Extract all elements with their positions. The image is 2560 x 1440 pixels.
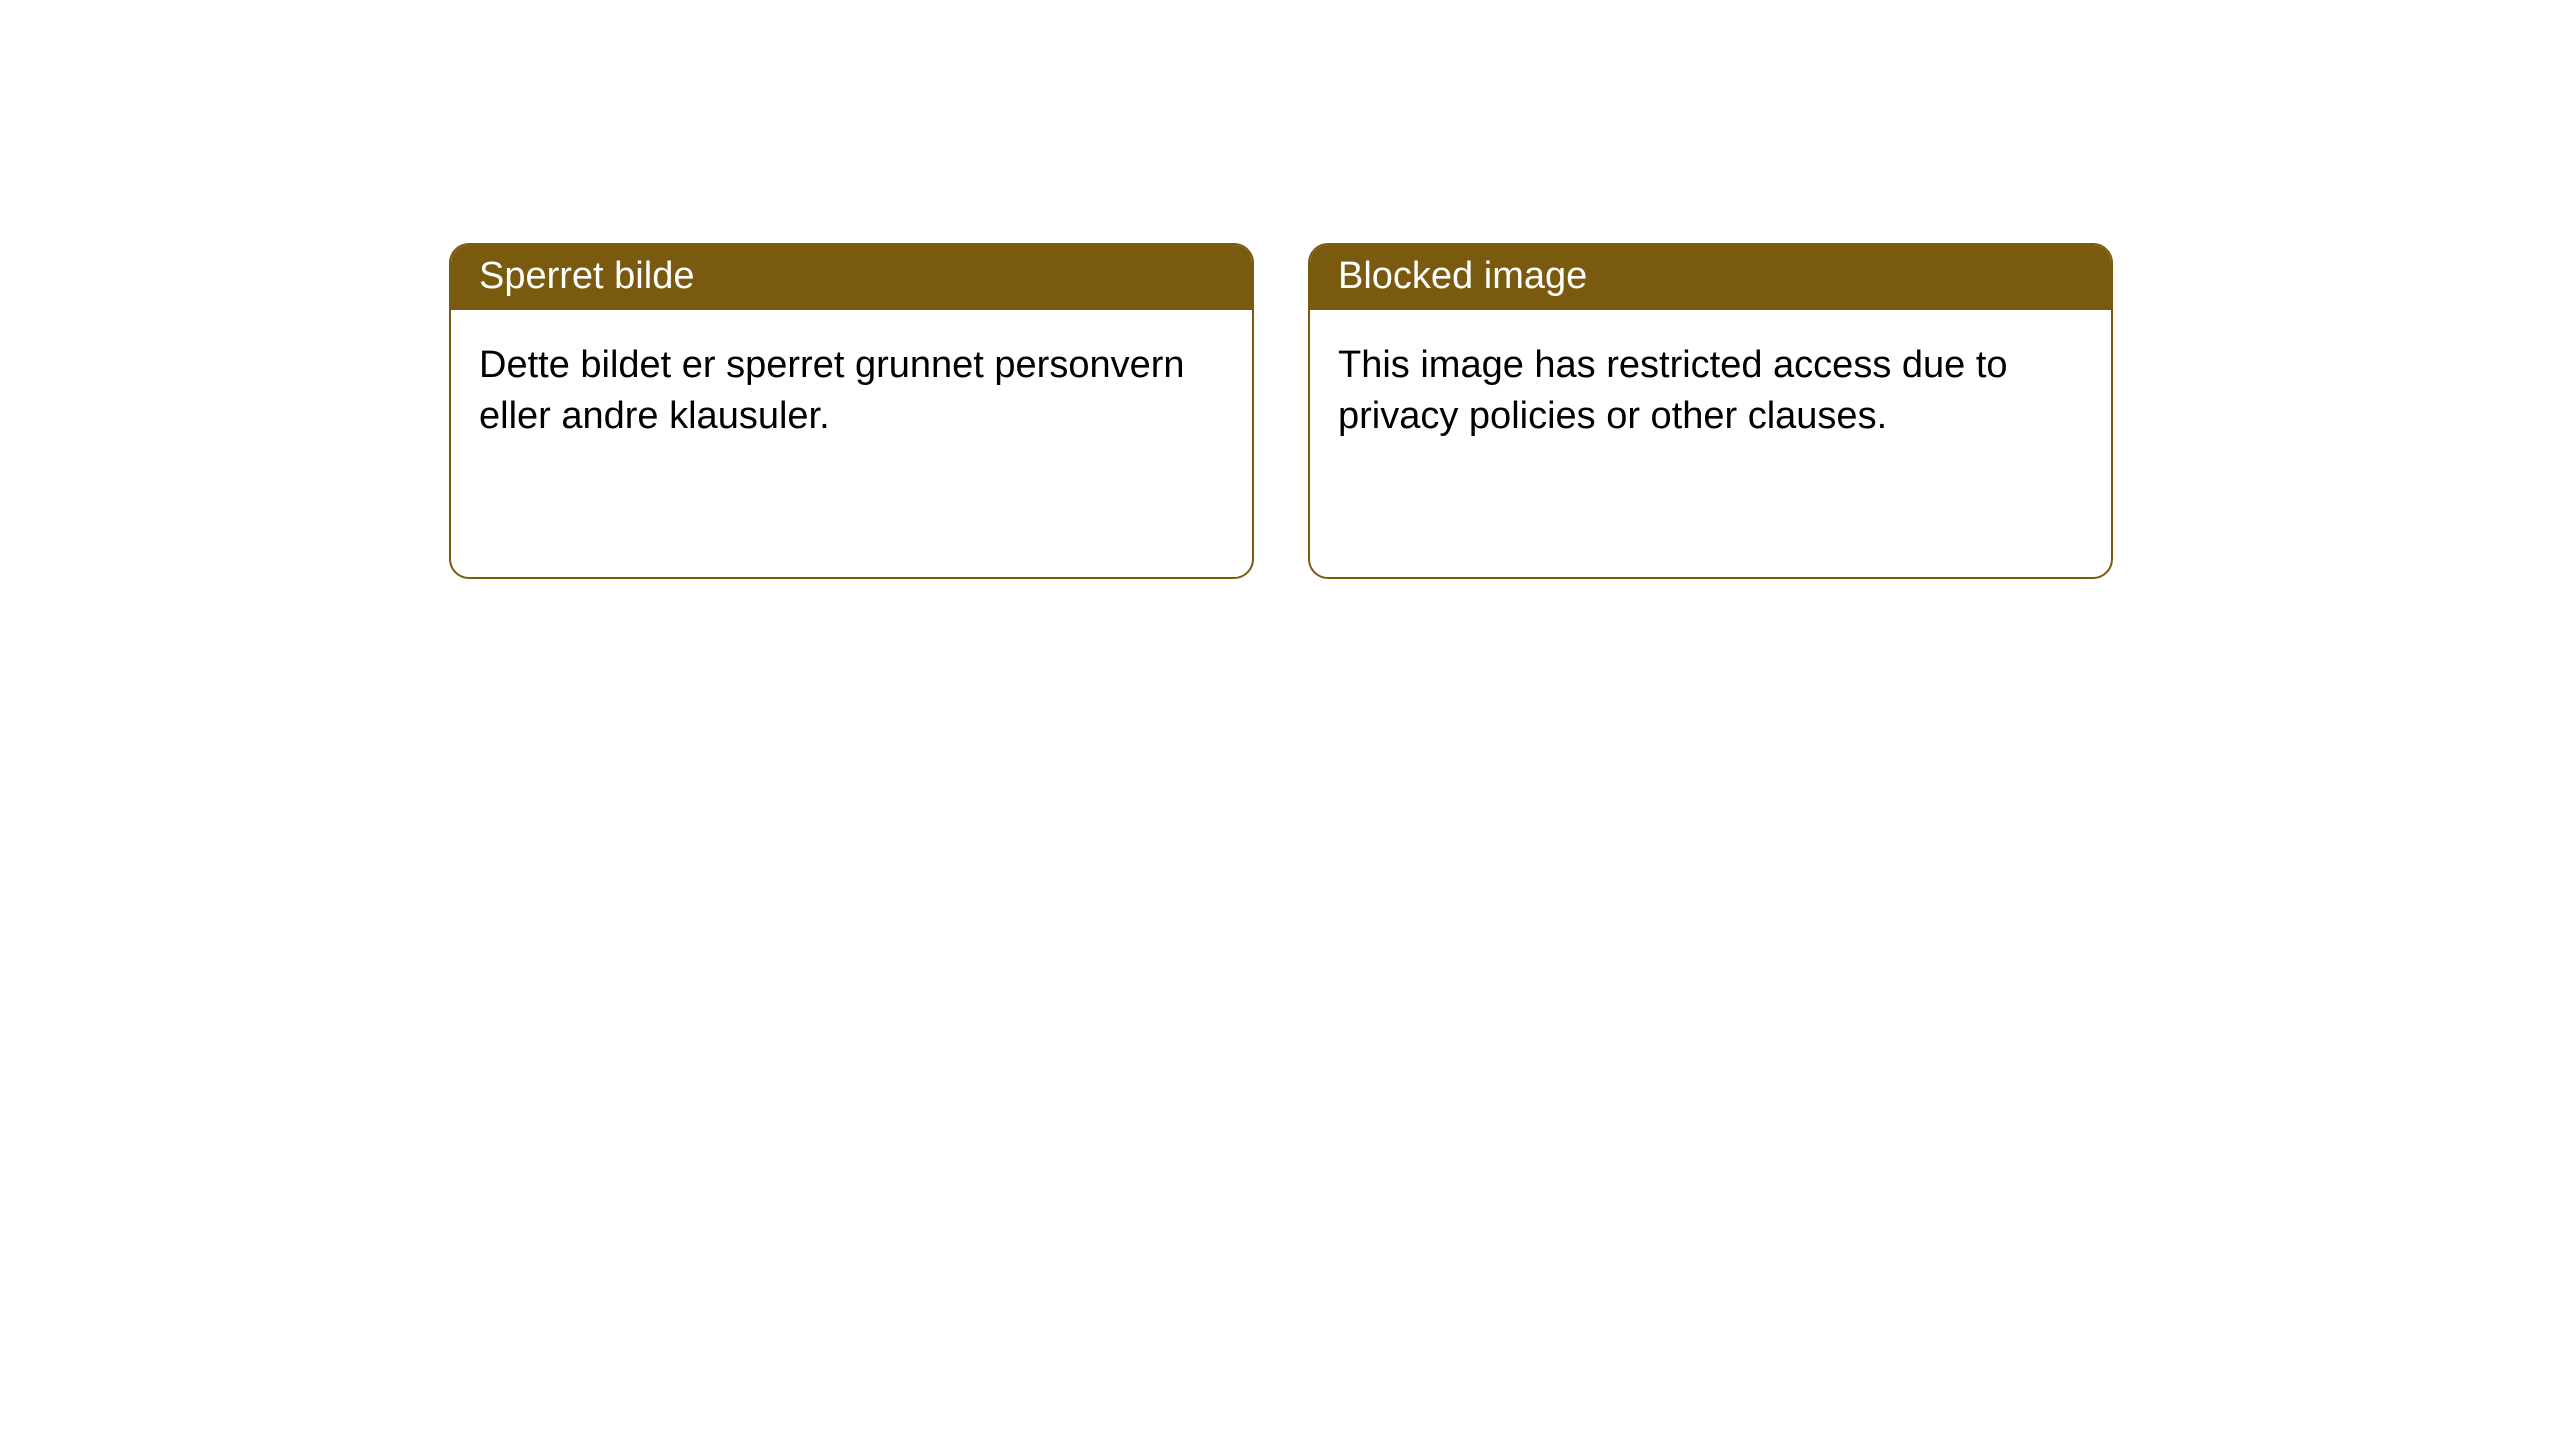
card-header: Sperret bilde: [451, 245, 1252, 310]
notice-card-norwegian: Sperret bilde Dette bildet er sperret gr…: [449, 243, 1254, 579]
card-body: Dette bildet er sperret grunnet personve…: [451, 310, 1252, 473]
notice-card-english: Blocked image This image has restricted …: [1308, 243, 2113, 579]
card-message: Dette bildet er sperret grunnet personve…: [479, 344, 1185, 437]
card-body: This image has restricted access due to …: [1310, 310, 2111, 473]
card-title: Blocked image: [1338, 255, 1587, 297]
card-title: Sperret bilde: [479, 255, 694, 297]
card-header: Blocked image: [1310, 245, 2111, 310]
card-message: This image has restricted access due to …: [1338, 344, 2008, 437]
notice-container: Sperret bilde Dette bildet er sperret gr…: [449, 243, 2113, 579]
